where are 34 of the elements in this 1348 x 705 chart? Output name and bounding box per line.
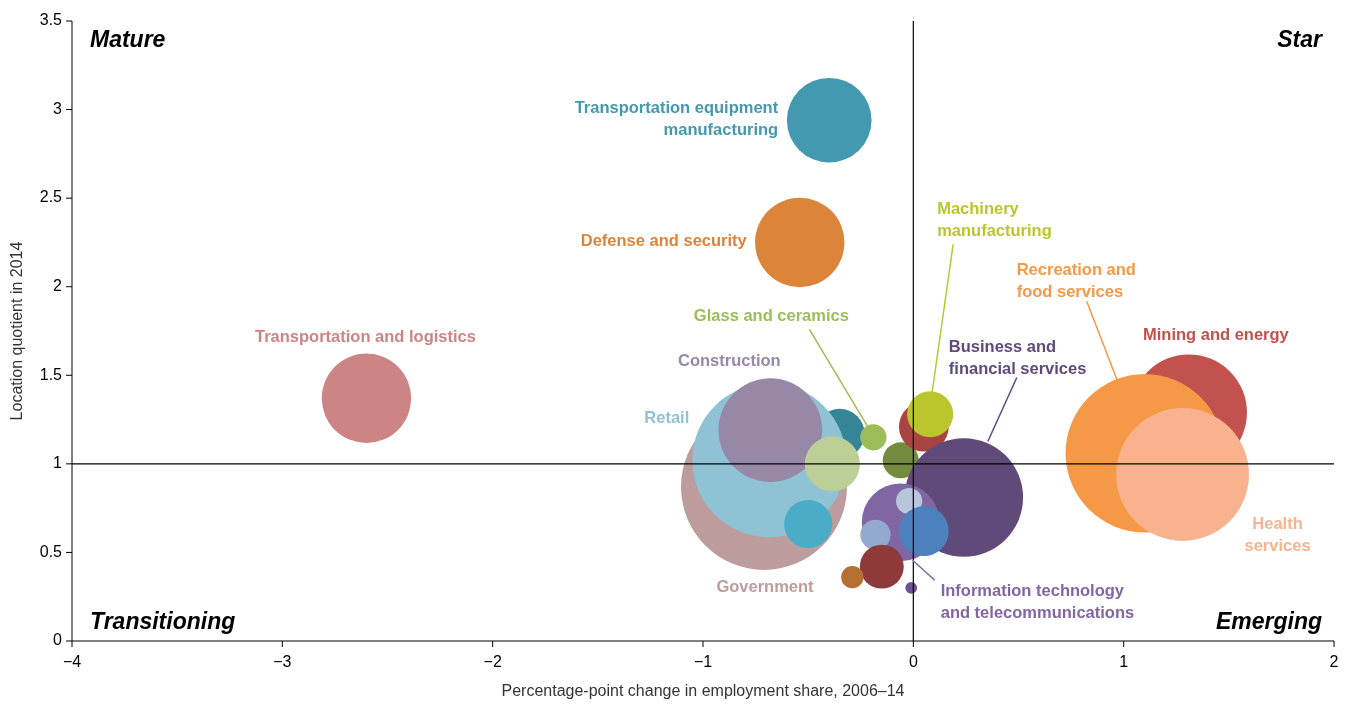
series-label: Transportation equipment manufacturing [574, 98, 779, 139]
y-tick-label: 2 [53, 276, 63, 294]
y-tick-label: 1.5 [39, 365, 63, 383]
y-tick-label: 1 [53, 454, 63, 472]
x-tick-label: 2 [1329, 653, 1339, 671]
series-label: Health services [1244, 514, 1311, 555]
y-tick-label: 0.5 [39, 542, 63, 560]
y-axis-title: Location quotient in 2014 [8, 241, 25, 421]
x-tick-label: −1 [693, 653, 713, 671]
x-tick-label: −2 [483, 653, 502, 671]
annotation: Star [1277, 26, 1324, 53]
text: Business and financial services [948, 336, 1087, 377]
x-tick-label: −4 [62, 653, 82, 671]
y-tick-label: 3.5 [39, 11, 63, 29]
x-tick-label: 1 [1119, 653, 1129, 671]
annotation: Mature [90, 26, 166, 53]
series-label: Defense and security [580, 231, 748, 250]
series-label: Information technology and telecommunications [940, 581, 1135, 622]
annotation: Transitioning [90, 608, 236, 635]
y-tick-label: 3 [53, 99, 63, 117]
text: Glass and ceramics [693, 306, 849, 325]
y-tick-label: 2.5 [39, 188, 63, 206]
series-label: Transportation and logistics [254, 327, 476, 346]
series-label: Construction [677, 351, 781, 370]
y-tick-label: 0 [53, 631, 63, 649]
annotation: Emerging [1215, 608, 1322, 635]
text: Recreation and food services [1016, 260, 1136, 301]
series-label: Mining and energy [1142, 325, 1290, 344]
x-tick-label: −3 [273, 653, 292, 671]
series-label: Government [716, 577, 815, 596]
text: Machinery manufacturing [937, 199, 1052, 240]
x-axis-title: Percentage-point change in employment share, 2006–14 [501, 682, 905, 699]
x-tick-label: 0 [908, 653, 918, 671]
series-label: Retail [644, 408, 690, 427]
